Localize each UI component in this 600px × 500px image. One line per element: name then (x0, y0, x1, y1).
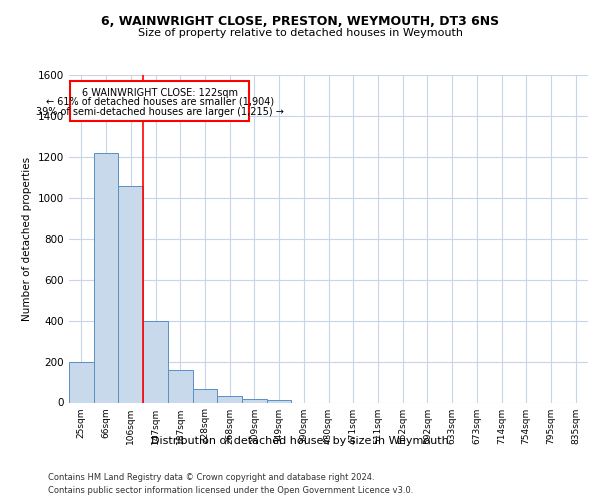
Bar (168, 370, 193, 402)
Text: 6, WAINWRIGHT CLOSE, PRESTON, WEYMOUTH, DT3 6NS: 6, WAINWRIGHT CLOSE, PRESTON, WEYMOUTH, … (101, 15, 499, 28)
Text: Contains public sector information licensed under the Open Government Licence v3: Contains public sector information licen… (48, 486, 413, 495)
Bar (242, 400, 267, 402)
Text: 6 WAINWRIGHT CLOSE: 122sqm: 6 WAINWRIGHT CLOSE: 122sqm (82, 88, 238, 99)
Bar (193, 389, 217, 402)
Bar (143, 320, 168, 402)
Bar (69, 362, 94, 403)
Bar (118, 186, 143, 402)
Text: Distribution of detached houses by size in Weymouth: Distribution of detached houses by size … (151, 436, 449, 446)
Bar (70, 81, 250, 121)
Text: 39% of semi-detached houses are larger (1,215) →: 39% of semi-detached houses are larger (… (36, 107, 284, 117)
Text: Contains HM Land Registry data © Crown copyright and database right 2024.: Contains HM Land Registry data © Crown c… (48, 472, 374, 482)
Y-axis label: Number of detached properties: Number of detached properties (22, 156, 32, 321)
Text: ← 61% of detached houses are smaller (1,904): ← 61% of detached houses are smaller (1,… (46, 97, 274, 107)
Bar (217, 396, 242, 402)
Bar (267, 400, 292, 402)
Bar (94, 153, 118, 402)
Text: Size of property relative to detached houses in Weymouth: Size of property relative to detached ho… (137, 28, 463, 38)
